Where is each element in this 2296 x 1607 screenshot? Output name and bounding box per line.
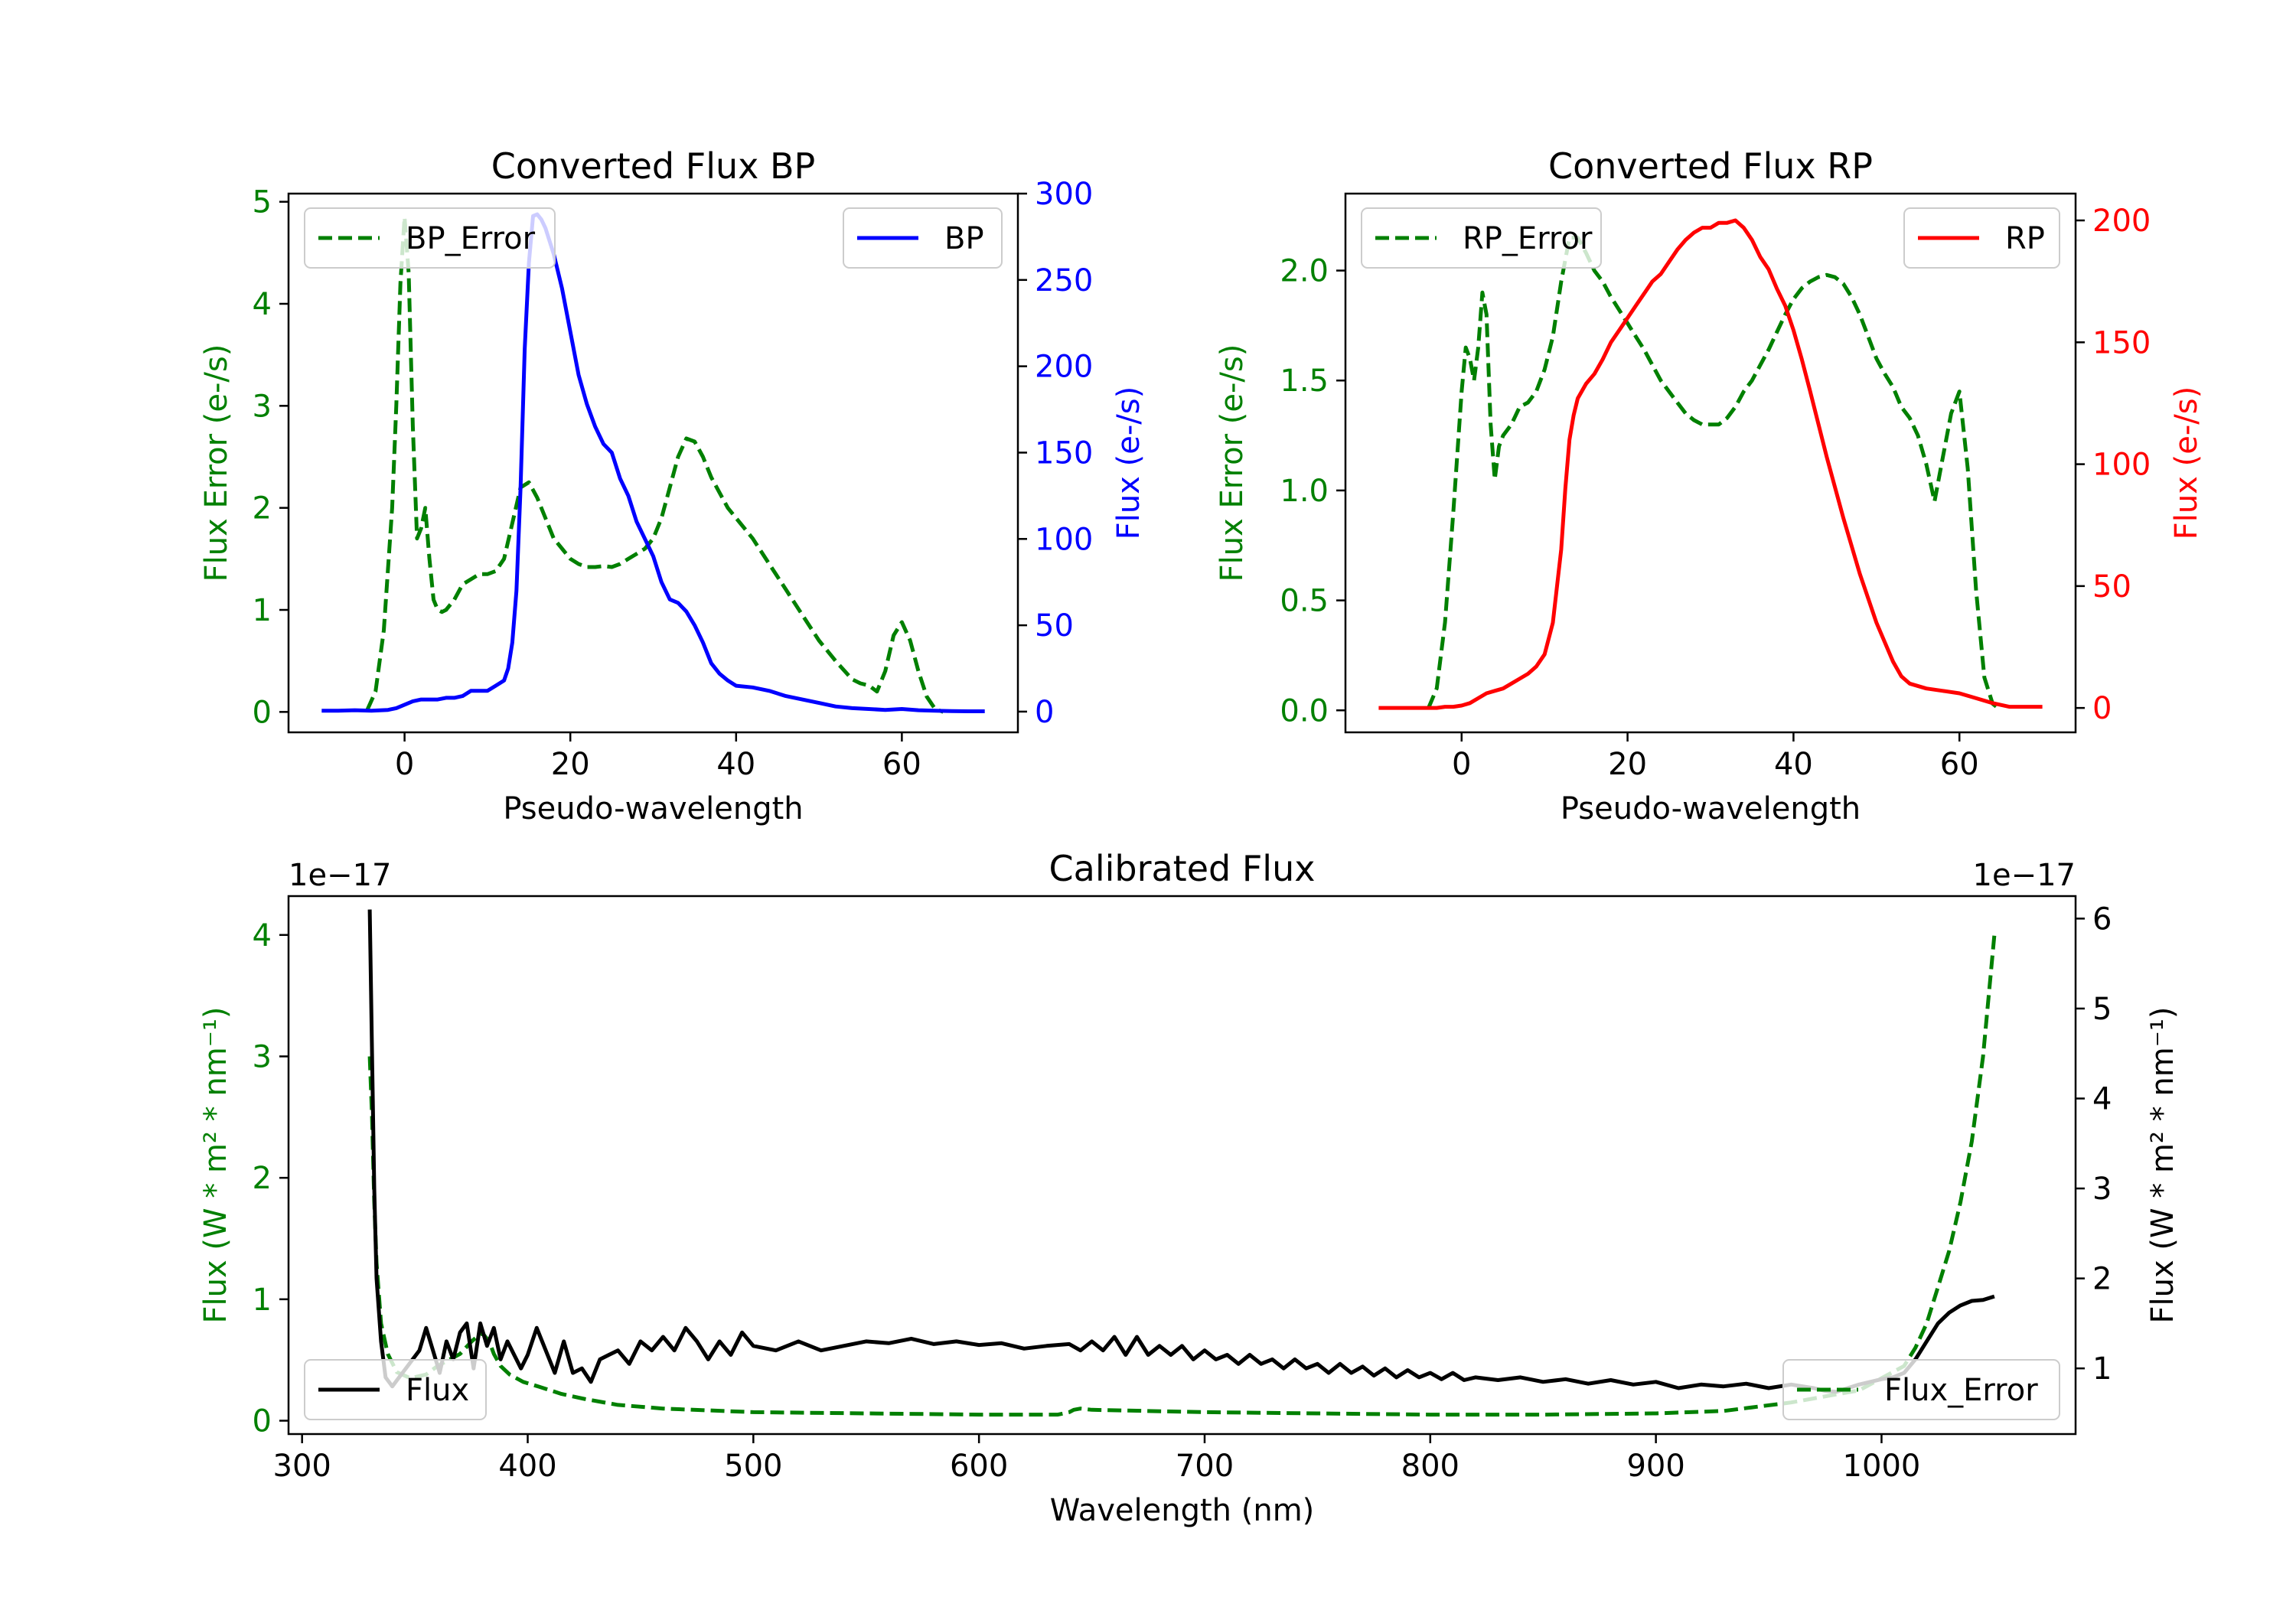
legend-box — [843, 207, 1003, 269]
x-tick-label: 0 — [395, 747, 414, 782]
y-axis-label-left: Flux (W * m² * nm⁻¹) — [198, 1007, 233, 1324]
y-tick-label-right: 250 — [1035, 263, 1093, 298]
legend-label: BP_Error — [406, 221, 536, 256]
x-tick-label: 0 — [1452, 747, 1471, 782]
legend-box — [1782, 1359, 2060, 1420]
chart-title: Converted Flux BP — [491, 145, 816, 187]
chart-cal: 300 400 500 600 700 800 900 1000 0 1 2 3 4 1 2 3 4 5 6 Cali… — [198, 848, 2180, 1528]
legend-flux-error: Flux_Error — [1782, 1359, 2060, 1420]
legend-box — [304, 207, 556, 269]
chart-title: Converted Flux RP — [1548, 145, 1873, 187]
offset-label-right: 1e−17 — [1973, 858, 2076, 893]
y-axis-label-left: Flux Error (e-/s) — [199, 344, 234, 582]
y-tick-label-left: 0.0 — [1280, 693, 1329, 729]
y-tick-label-right: 0 — [2092, 691, 2112, 726]
x-tick-label: 20 — [551, 747, 590, 782]
x-tick-label: 300 — [273, 1449, 331, 1484]
x-axis-label: Pseudo-wavelength — [503, 791, 803, 826]
x-tick-label: 40 — [1774, 747, 1813, 782]
legend-bp: BP — [843, 207, 1003, 269]
axes-frame — [1344, 192, 2077, 734]
axes-frame — [287, 192, 1019, 734]
legend-box — [1361, 207, 1602, 269]
offset-label-left: 1e−17 — [289, 858, 391, 893]
x-tick-label: 60 — [1940, 747, 1979, 782]
y-tick-label-left: 1.0 — [1280, 474, 1329, 509]
y-tick-label-right: 5 — [2092, 992, 2112, 1027]
y-axis-label-right: Flux (e-/s) — [2169, 386, 2204, 539]
y-tick-label-right: 3 — [2092, 1172, 2112, 1207]
legend-rp: RP — [1903, 207, 2060, 269]
y-tick-label-left: 2 — [253, 491, 272, 526]
y-tick-label-right: 200 — [2092, 204, 2151, 239]
series-line-bp — [321, 212, 985, 713]
legend-flux: Flux — [304, 1359, 487, 1420]
x-tick-label: 400 — [498, 1449, 556, 1484]
y-tick-label-right: 300 — [1035, 177, 1093, 212]
y-tick-label-left: 0 — [253, 695, 272, 730]
y-tick-label-left: 2 — [253, 1161, 272, 1196]
x-axis-label: Wavelength (nm) — [1050, 1493, 1315, 1528]
series-line-flux-error — [367, 934, 1997, 1417]
y-tick-label-right: 1 — [2092, 1351, 2112, 1387]
y-axis-label-right: Flux (e-/s) — [1111, 386, 1146, 539]
legend-label: RP_Error — [1463, 221, 1593, 256]
y-tick-label-left: 3 — [253, 389, 272, 424]
y-tick-label-right: 50 — [2092, 569, 2131, 605]
y-tick-label-left: 0 — [253, 1404, 272, 1439]
x-tick-label: 40 — [716, 747, 755, 782]
series-line-rp — [1378, 218, 2043, 710]
series-line-bp-error — [365, 215, 944, 714]
y-tick-label-left: 5 — [253, 185, 272, 220]
y-tick-label-left: 2.0 — [1280, 254, 1329, 289]
chart-bp: 0 20 40 60012345050100150200250300Converted… — [199, 145, 1146, 826]
y-tick-label-right: 4 — [2092, 1082, 2112, 1117]
x-tick-label: 700 — [1176, 1449, 1234, 1484]
series-line-flux — [367, 909, 1995, 1394]
y-tick-label-left: 3 — [253, 1039, 272, 1074]
y-axis-label-left: Flux Error (e-/s) — [1215, 344, 1250, 582]
legend-rp-error: RP_Error — [1361, 207, 1602, 269]
chart-rp: 0 20 40 60 0.0 0.5 1.0 1.5 2.0 0 50 100 150 200 Conver… — [1215, 145, 2204, 826]
y-tick-label-right: 50 — [1035, 608, 1074, 644]
y-tick-label-right: 150 — [1035, 435, 1093, 471]
legend-label: RP — [2005, 221, 2045, 256]
x-tick-label: 20 — [1608, 747, 1647, 782]
x-tick-label: 500 — [724, 1449, 782, 1484]
y-tick-label-right: 100 — [1035, 522, 1093, 557]
x-tick-label: 900 — [1626, 1449, 1684, 1484]
legend-box — [304, 1359, 487, 1420]
y-tick-label-right: 2 — [2092, 1262, 2112, 1297]
y-tick-label-left: 1.5 — [1280, 363, 1329, 399]
y-tick-label-right: 100 — [2092, 448, 2151, 483]
y-tick-label-right: 6 — [2092, 901, 2112, 937]
x-tick-label: 800 — [1401, 1449, 1459, 1484]
legend-box — [1903, 207, 2060, 269]
legend-label: BP — [944, 221, 984, 256]
legend-label: Flux — [406, 1373, 469, 1408]
y-tick-label-left: 1 — [253, 1283, 272, 1318]
x-axis-label: Pseudo-wavelength — [1561, 791, 1861, 826]
legend-bp-error: BP_Error — [304, 207, 556, 269]
y-tick-label-left: 0.5 — [1280, 584, 1329, 619]
series-line-rp-error — [1427, 236, 2002, 712]
axes-frame — [287, 895, 2077, 1436]
y-tick-label-left: 1 — [253, 593, 272, 628]
y-tick-label-right: 0 — [1035, 695, 1054, 730]
chart-title: Calibrated Flux — [1049, 848, 1316, 889]
y-tick-label-left: 4 — [253, 287, 272, 322]
legend-label: Flux_Error — [1884, 1373, 2038, 1408]
x-tick-label: 60 — [882, 747, 921, 782]
y-tick-label-right: 200 — [1035, 350, 1093, 385]
x-tick-label: 1000 — [1843, 1449, 1921, 1484]
x-tick-label: 600 — [950, 1449, 1008, 1484]
y-tick-label-right: 150 — [2092, 325, 2151, 360]
y-axis-label-right: Flux (W * m² * nm⁻¹) — [2145, 1007, 2180, 1324]
y-tick-label-left: 4 — [253, 918, 272, 953]
